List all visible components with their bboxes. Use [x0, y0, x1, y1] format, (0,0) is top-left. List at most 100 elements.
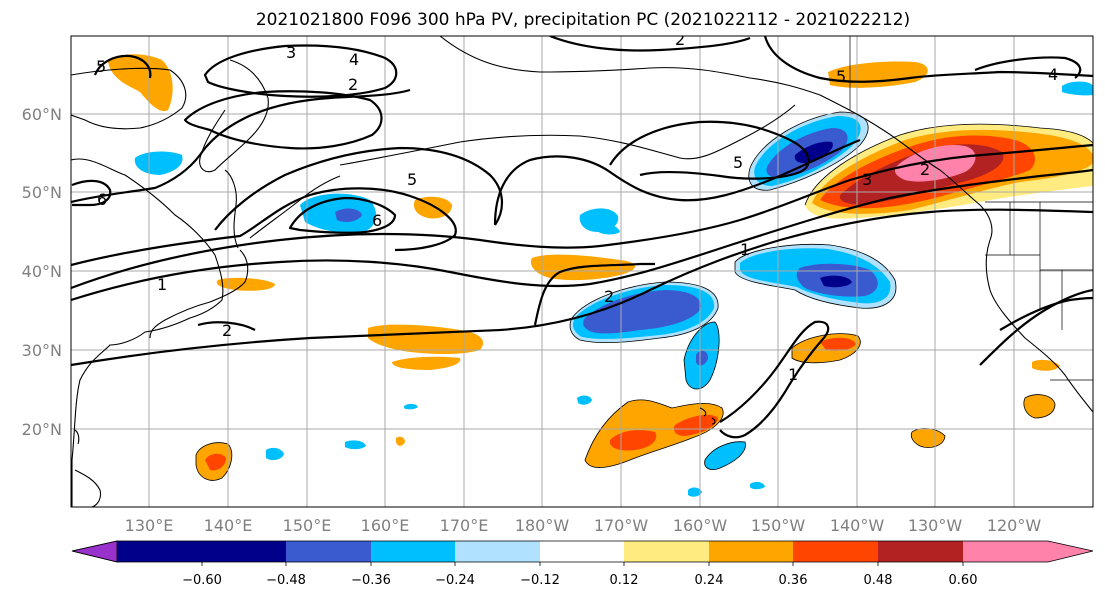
coast-taiwan: [74, 429, 80, 445]
fill-skyblue-135e: [134, 151, 183, 175]
contour-label: 1: [157, 275, 167, 294]
pv-contour-7: [288, 196, 397, 234]
fill-skyblue-180-s: [404, 403, 418, 410]
pv-contour-5: [533, 262, 655, 326]
lon-label: 120°W: [987, 516, 1042, 535]
contour-label: 5: [836, 67, 846, 86]
lat-label: 50°N: [22, 183, 62, 202]
contour-label: 2: [920, 160, 930, 179]
fill-skyblue-150w-s: [750, 481, 765, 490]
colorbar-segment: [709, 541, 793, 562]
lon-label: 130°W: [908, 516, 963, 535]
lon-label: 180°W: [515, 516, 570, 535]
pv-contour-18: [71, 179, 112, 207]
fill-orange-japan: [216, 277, 275, 291]
coast-japan: [149, 249, 249, 339]
fill-navy: [794, 141, 833, 164]
contour-label: 5: [96, 57, 106, 76]
pv-contour-13: [183, 90, 383, 150]
pv-contour-9: [493, 138, 861, 226]
lat-label: 60°N: [22, 105, 62, 124]
pv-contour-3: [71, 208, 1093, 367]
fill-blue-165w: [696, 350, 708, 366]
lat-label: 20°N: [22, 420, 62, 439]
contour-label: 1: [740, 240, 750, 259]
contour-label: 1: [788, 365, 798, 384]
colorbar-segment: [540, 541, 624, 562]
fill-red-subtropical-2: [673, 414, 718, 436]
map-area: 3 4 2 5 6 5 6 1 2 2 1 2 5 3 2 5 4 1: [71, 36, 1093, 507]
fill-skyblue-160e-s: [345, 440, 366, 450]
pv-contour-10: [609, 120, 810, 180]
longitude-labels: 130°E 140°E 150°E 160°E 170°E 180°W 170°…: [125, 516, 1042, 535]
pv-contour-8: [214, 146, 503, 231]
coast-aleutians: [339, 104, 796, 166]
lon-label: 160°W: [673, 516, 728, 535]
fill-red-140w: [820, 337, 856, 351]
colorbar-tick-label: 0.36: [779, 573, 808, 588]
colorbar-segment: [371, 541, 455, 562]
fill-orange-150e: [396, 436, 405, 446]
colorbar-tick-label: 0.12: [610, 573, 639, 588]
contour-label: 6: [97, 190, 107, 209]
colorbar-tick-label: 0.48: [864, 573, 893, 588]
pv-contours: [71, 36, 1093, 439]
coast-okhotsk: [71, 67, 187, 130]
colorbar-segment: [624, 541, 709, 562]
contour-label: 5: [407, 170, 417, 189]
lon-label: 170°E: [440, 516, 489, 535]
fill-skyblue-170w-s: [577, 395, 592, 405]
colorbar-tick-label: 0.60: [949, 573, 978, 588]
pv-contour-11: [71, 88, 411, 204]
lon-label: 140°E: [204, 516, 253, 535]
pv-contour-6: [71, 187, 457, 267]
contour-label: 2: [348, 75, 358, 94]
political-borders: [849, 36, 1093, 381]
lon-label: 160°E: [361, 516, 410, 535]
lon-label: 170°W: [594, 516, 649, 535]
pv-contour-4: [197, 321, 256, 331]
fill-skyblue-175w: [596, 223, 620, 235]
map-frame: [70, 35, 1094, 508]
pv-contour-2: [71, 168, 1093, 302]
lon-label: 130°E: [125, 516, 174, 535]
lon-label: 150°W: [751, 516, 806, 535]
contour-label: 6: [372, 211, 382, 230]
contour-label: 4: [1048, 65, 1058, 84]
pv-contour-1: [71, 143, 1093, 290]
pv-contour-14: [203, 44, 398, 98]
colorbar-segment: [793, 541, 878, 562]
lon-label: 140°W: [830, 516, 885, 535]
colorbar-segment: [117, 541, 202, 562]
border-states: [985, 202, 1093, 330]
fill-negative-170w: [570, 282, 719, 343]
fill-red-140e: [205, 453, 226, 471]
colorbar-tick-label: −0.60: [182, 573, 222, 588]
pv-contour-labels: 3 4 2 5 6 5 6 1 2 2 1 2 5 3 2 5 4 1: [96, 36, 1058, 384]
lon-label: 150°E: [283, 516, 332, 535]
fill-orange-160e-s: [392, 356, 461, 370]
fill-orange-130w: [911, 428, 945, 448]
contour-label: 4: [349, 50, 359, 69]
colorbar-segment: [202, 541, 286, 562]
colorbar-ticks: [201, 562, 964, 566]
contour-label: 5: [733, 153, 743, 172]
colorbar-tick-label: −0.24: [435, 573, 475, 588]
pv-contour-17: [974, 56, 1082, 79]
contour-label: 2: [222, 321, 232, 340]
fill-navy: [820, 275, 852, 288]
colorbar-tick-label: −0.36: [351, 573, 391, 588]
fill-skyblue-155w-s: [688, 487, 702, 497]
latitude-labels: 60°N 50°N 40°N 30°N 20°N: [22, 105, 62, 439]
colorbar-extend-high: [963, 541, 1093, 562]
pv-contour-20: [979, 288, 1093, 366]
fill-skyblue-160w: [704, 441, 746, 470]
pv-contour-15: [549, 36, 751, 52]
colorbar-tick-label: 0.24: [695, 573, 724, 588]
coast-philippines: [74, 469, 102, 507]
coast-hawaii: [699, 407, 716, 425]
fill-skyblue-150e: [266, 447, 284, 461]
colorbar-tick-label: −0.48: [266, 573, 306, 588]
colorbar-segment: [455, 541, 540, 562]
